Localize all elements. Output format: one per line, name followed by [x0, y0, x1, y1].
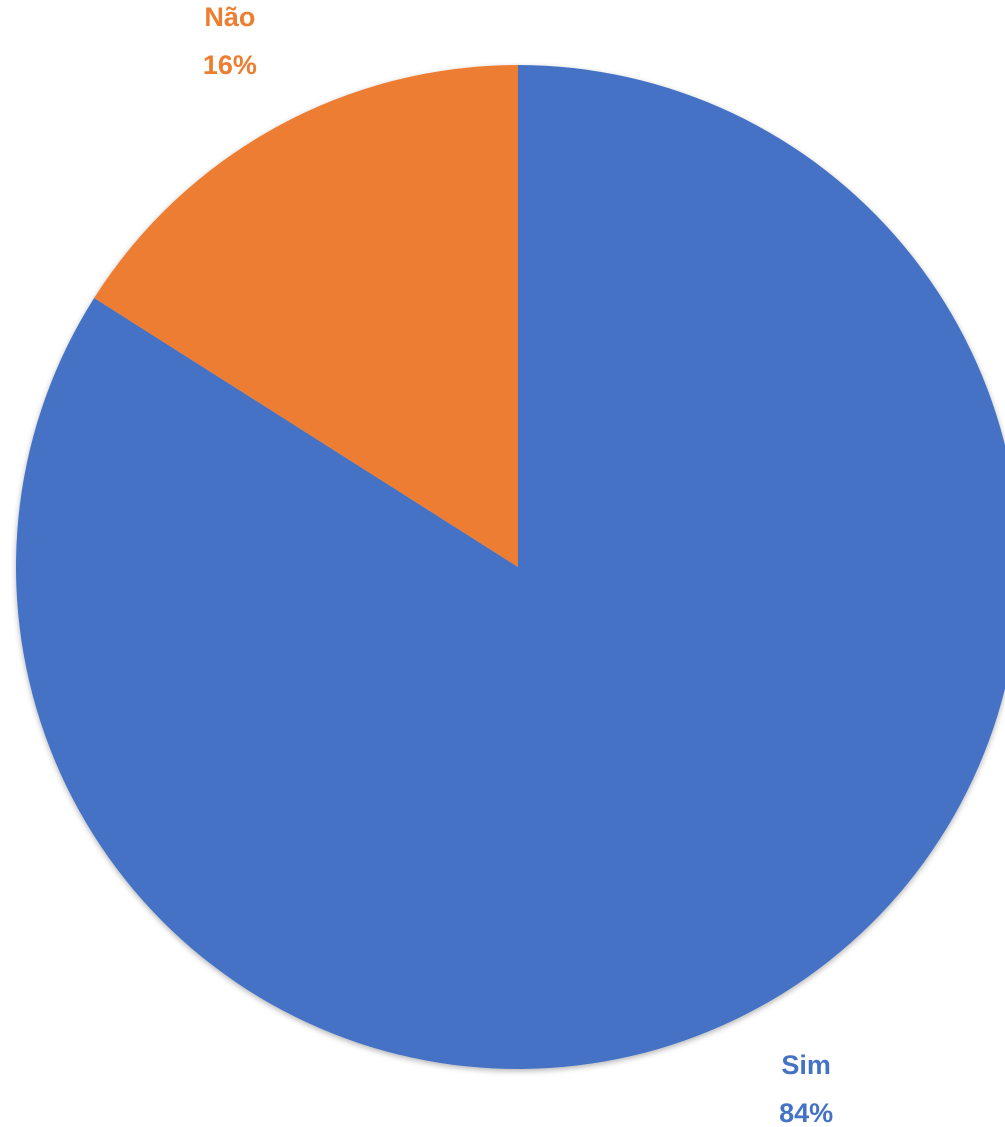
slice-label: Sim: [781, 1050, 831, 1080]
slice-label: Não: [204, 2, 255, 32]
pie: [16, 65, 1005, 1069]
pie-slice: [94, 65, 518, 567]
value-label: 16%: [203, 50, 257, 80]
pie-slice: [16, 65, 1005, 1069]
value-label: 84%: [779, 1098, 833, 1127]
